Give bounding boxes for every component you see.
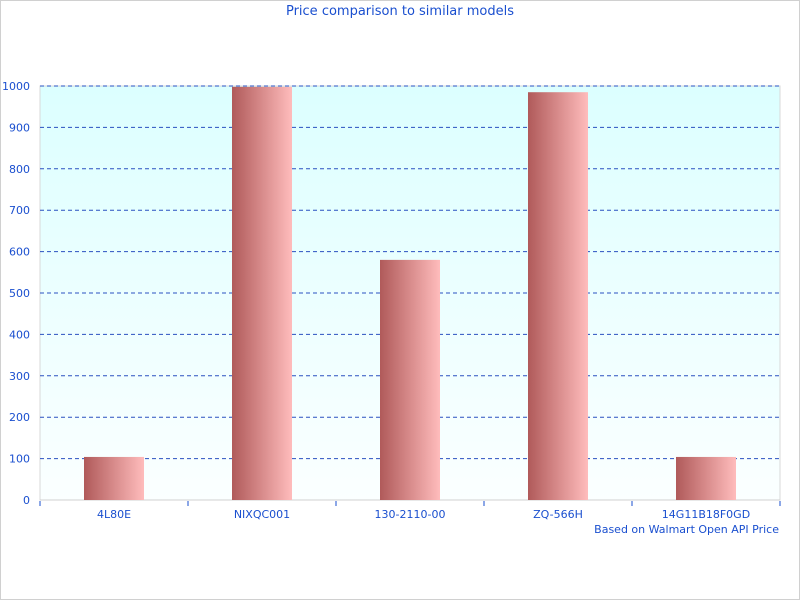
y-tick-label: 400 xyxy=(9,328,30,341)
bar-14G11B18F0GD xyxy=(676,456,736,500)
y-tick-label: 100 xyxy=(9,453,30,466)
bar-130-2110-00 xyxy=(380,259,440,500)
bar-ZQ-566H xyxy=(528,92,588,501)
y-tick-label: 200 xyxy=(9,411,30,424)
x-tick-label: ZQ-566H xyxy=(533,508,583,521)
y-tick-label: 800 xyxy=(9,163,30,176)
x-tick-label: 14G11B18F0GD xyxy=(662,508,750,521)
bar-NIXQC001 xyxy=(232,86,292,500)
bar-4L80E xyxy=(84,456,144,500)
chart-title: Price comparison to similar models xyxy=(285,4,515,19)
source-annotation: Based on Walmart Open API Price xyxy=(594,523,779,536)
x-tick-label: 4L80E xyxy=(97,508,131,521)
x-tick-label: NIXQC001 xyxy=(234,508,290,521)
y-tick-label: 1000 xyxy=(2,80,30,93)
y-tick-label: 900 xyxy=(9,121,30,134)
y-tick-label: 600 xyxy=(9,246,30,259)
y-tick-label: 0 xyxy=(23,494,30,507)
y-tick-label: 700 xyxy=(9,204,30,217)
y-tick-label: 300 xyxy=(9,370,30,383)
y-tick-label: 500 xyxy=(9,287,30,300)
x-tick-label: 130-2110-00 xyxy=(375,508,446,521)
